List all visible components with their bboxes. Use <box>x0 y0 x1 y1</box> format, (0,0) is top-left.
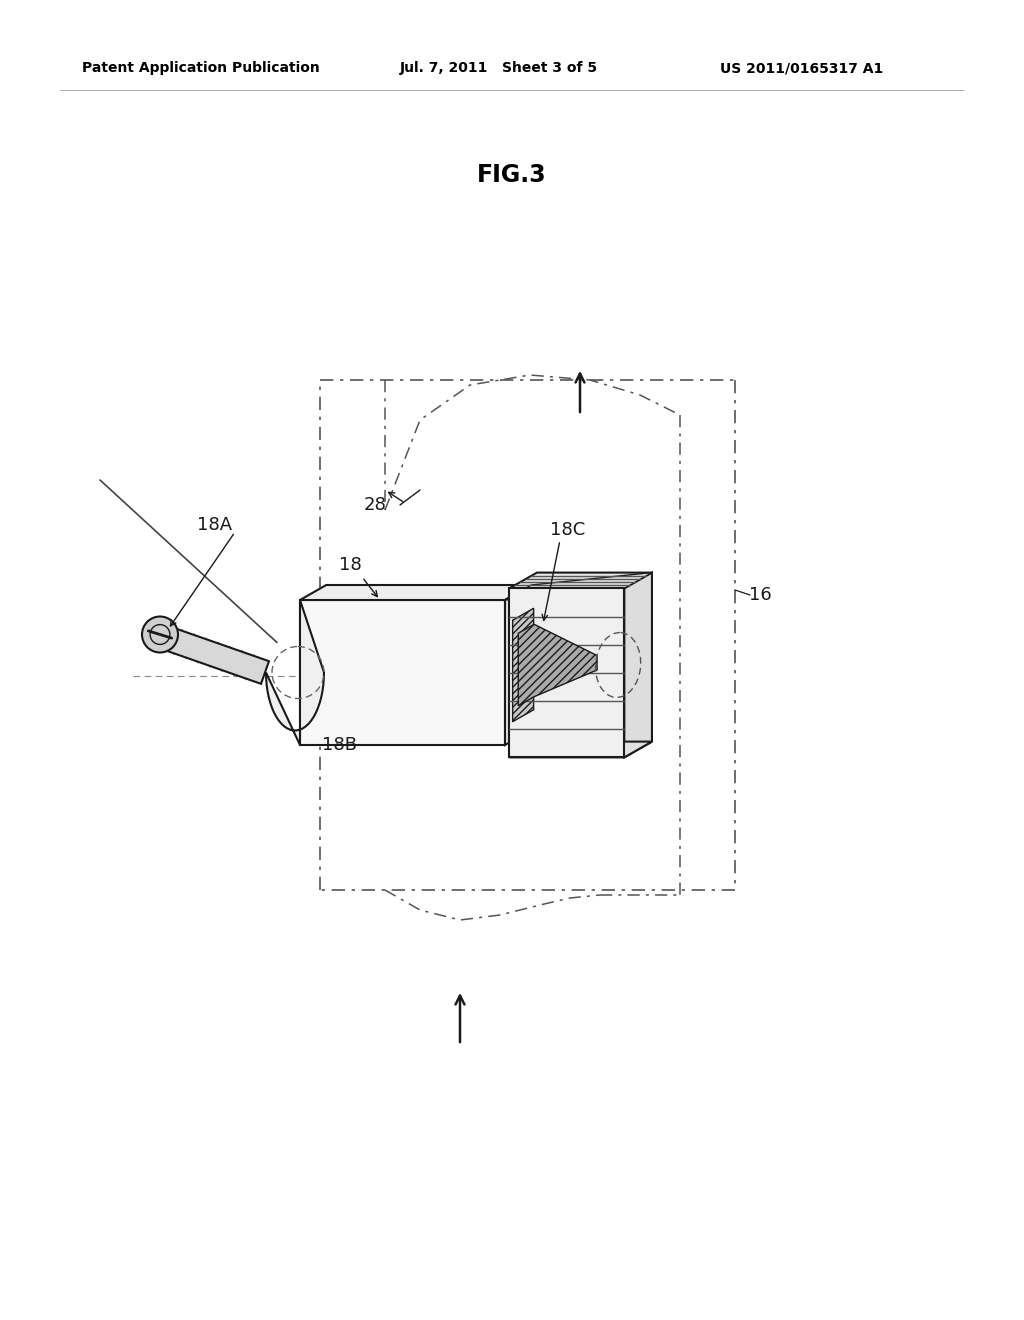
Circle shape <box>142 616 178 652</box>
Text: US 2011/0165317 A1: US 2011/0165317 A1 <box>720 61 884 75</box>
Polygon shape <box>505 585 531 744</box>
Text: 18C: 18C <box>550 521 586 539</box>
Polygon shape <box>518 624 597 706</box>
Text: 18B: 18B <box>323 737 357 754</box>
Polygon shape <box>266 601 324 744</box>
Polygon shape <box>509 589 625 758</box>
Text: 18: 18 <box>339 556 361 574</box>
Polygon shape <box>300 585 531 601</box>
Polygon shape <box>509 573 652 589</box>
Text: 28: 28 <box>364 496 386 513</box>
Text: 16: 16 <box>749 586 771 605</box>
Polygon shape <box>509 742 652 758</box>
Polygon shape <box>300 601 505 744</box>
Polygon shape <box>513 609 534 722</box>
Polygon shape <box>625 573 652 758</box>
Polygon shape <box>505 573 652 601</box>
Text: FIG.3: FIG.3 <box>477 162 547 187</box>
Text: Patent Application Publication: Patent Application Publication <box>82 61 319 75</box>
Text: Jul. 7, 2011   Sheet 3 of 5: Jul. 7, 2011 Sheet 3 of 5 <box>400 61 598 75</box>
Text: 18A: 18A <box>198 516 232 535</box>
Polygon shape <box>161 626 269 684</box>
